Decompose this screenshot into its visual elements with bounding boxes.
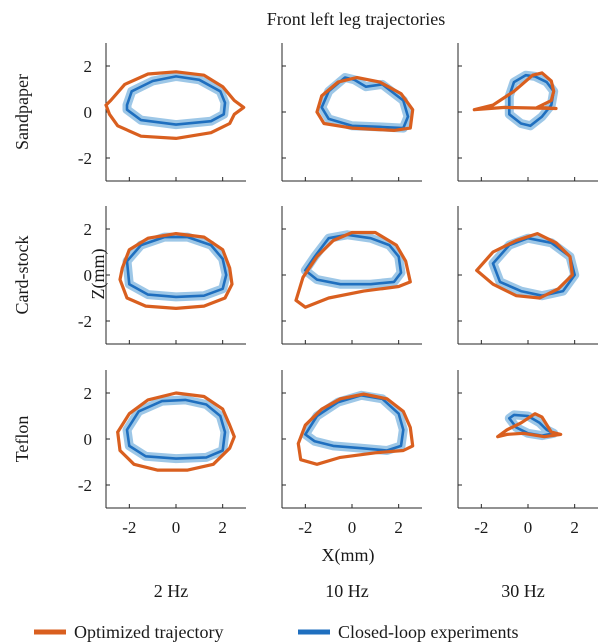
experiment-band: [122, 71, 230, 130]
column-label-10-hz: 10 Hz: [325, 581, 369, 601]
panels-group: -2 0 2 -2 0 2 -2 0 2 -2 0 2 -2 0 2 -2 0 2: [78, 43, 598, 537]
optimized-line: [472, 71, 558, 112]
optimized-line: [496, 412, 563, 439]
experiment-line: [491, 236, 576, 297]
optimized-line: [118, 232, 234, 310]
panel-sandpaper-30-hz: [457, 43, 598, 182]
row-label-card-stock: Card-stock: [12, 236, 32, 315]
x-tick-label: -2: [298, 518, 312, 537]
row-label-teflon: Teflon: [12, 416, 32, 463]
panel-teflon-10-hz: -2 0 2: [281, 370, 422, 537]
experiment-line: [320, 76, 410, 130]
panel-card-stock-10-hz: [281, 206, 422, 345]
y-tick-label: -2: [78, 149, 92, 168]
y-tick-label: -2: [78, 312, 92, 331]
optimized-line: [116, 391, 236, 472]
panel-sandpaper-10-hz: [281, 43, 422, 182]
panel-card-stock-30-hz: [457, 206, 598, 345]
y-tick-label: 2: [84, 57, 93, 76]
experiment-line: [304, 233, 403, 286]
optimized-line: [104, 70, 246, 140]
panel-teflon-30-hz: -2 0 2: [457, 370, 598, 537]
y-tick-label: 0: [84, 266, 93, 285]
x-tick-label: 2: [394, 518, 403, 537]
x-axis-label: X(mm): [322, 545, 375, 566]
x-tick-label: 0: [524, 518, 533, 537]
y-tick-label: -2: [78, 476, 92, 495]
y-tick-label: 0: [84, 430, 93, 449]
chart-title: Front left leg trajectories: [267, 9, 445, 29]
y-tick-label: 2: [84, 384, 93, 403]
legend-label-closed-loop-experiments: Closed-loop experiments: [338, 622, 518, 642]
legend: Optimized trajectory Closed-loop experime…: [34, 622, 518, 642]
y-tick-label: 0: [84, 103, 93, 122]
x-tick-label: -2: [122, 518, 136, 537]
y-axis-label: Z(mm): [88, 249, 109, 300]
x-tick-label: -2: [474, 518, 488, 537]
optimized-line: [294, 230, 412, 309]
panel-sandpaper-2-hz: -2 0 2: [78, 43, 246, 182]
x-tick-label: 0: [172, 518, 181, 537]
optimized-line: [296, 392, 415, 466]
experiment-line: [304, 394, 405, 452]
row-label-sandpaper: Sandpaper: [12, 74, 32, 150]
x-tick-label: 2: [218, 518, 227, 537]
column-labels: 2 Hz 10 Hz 30 Hz: [154, 581, 545, 601]
experiment-band: [300, 230, 406, 289]
optimized-line: [475, 232, 574, 300]
x-tick-label: 2: [570, 518, 579, 537]
panel-teflon-2-hz: -2 0 2 -2 0 2: [78, 370, 246, 537]
experiment-line: [125, 75, 227, 126]
column-label-2-hz: 2 Hz: [154, 581, 189, 601]
legend-label-optimized-trajectory: Optimized trajectory: [74, 622, 223, 642]
row-labels: Sandpaper Card-stock Teflon: [12, 74, 32, 462]
panel-card-stock-2-hz: -2 0 2: [78, 206, 246, 345]
x-tick-label: 0: [348, 518, 357, 537]
y-tick-label: 2: [84, 220, 93, 239]
optimized-line: [315, 75, 415, 132]
experiment-line: [125, 398, 227, 460]
column-label-30-hz: 30 Hz: [501, 581, 545, 601]
